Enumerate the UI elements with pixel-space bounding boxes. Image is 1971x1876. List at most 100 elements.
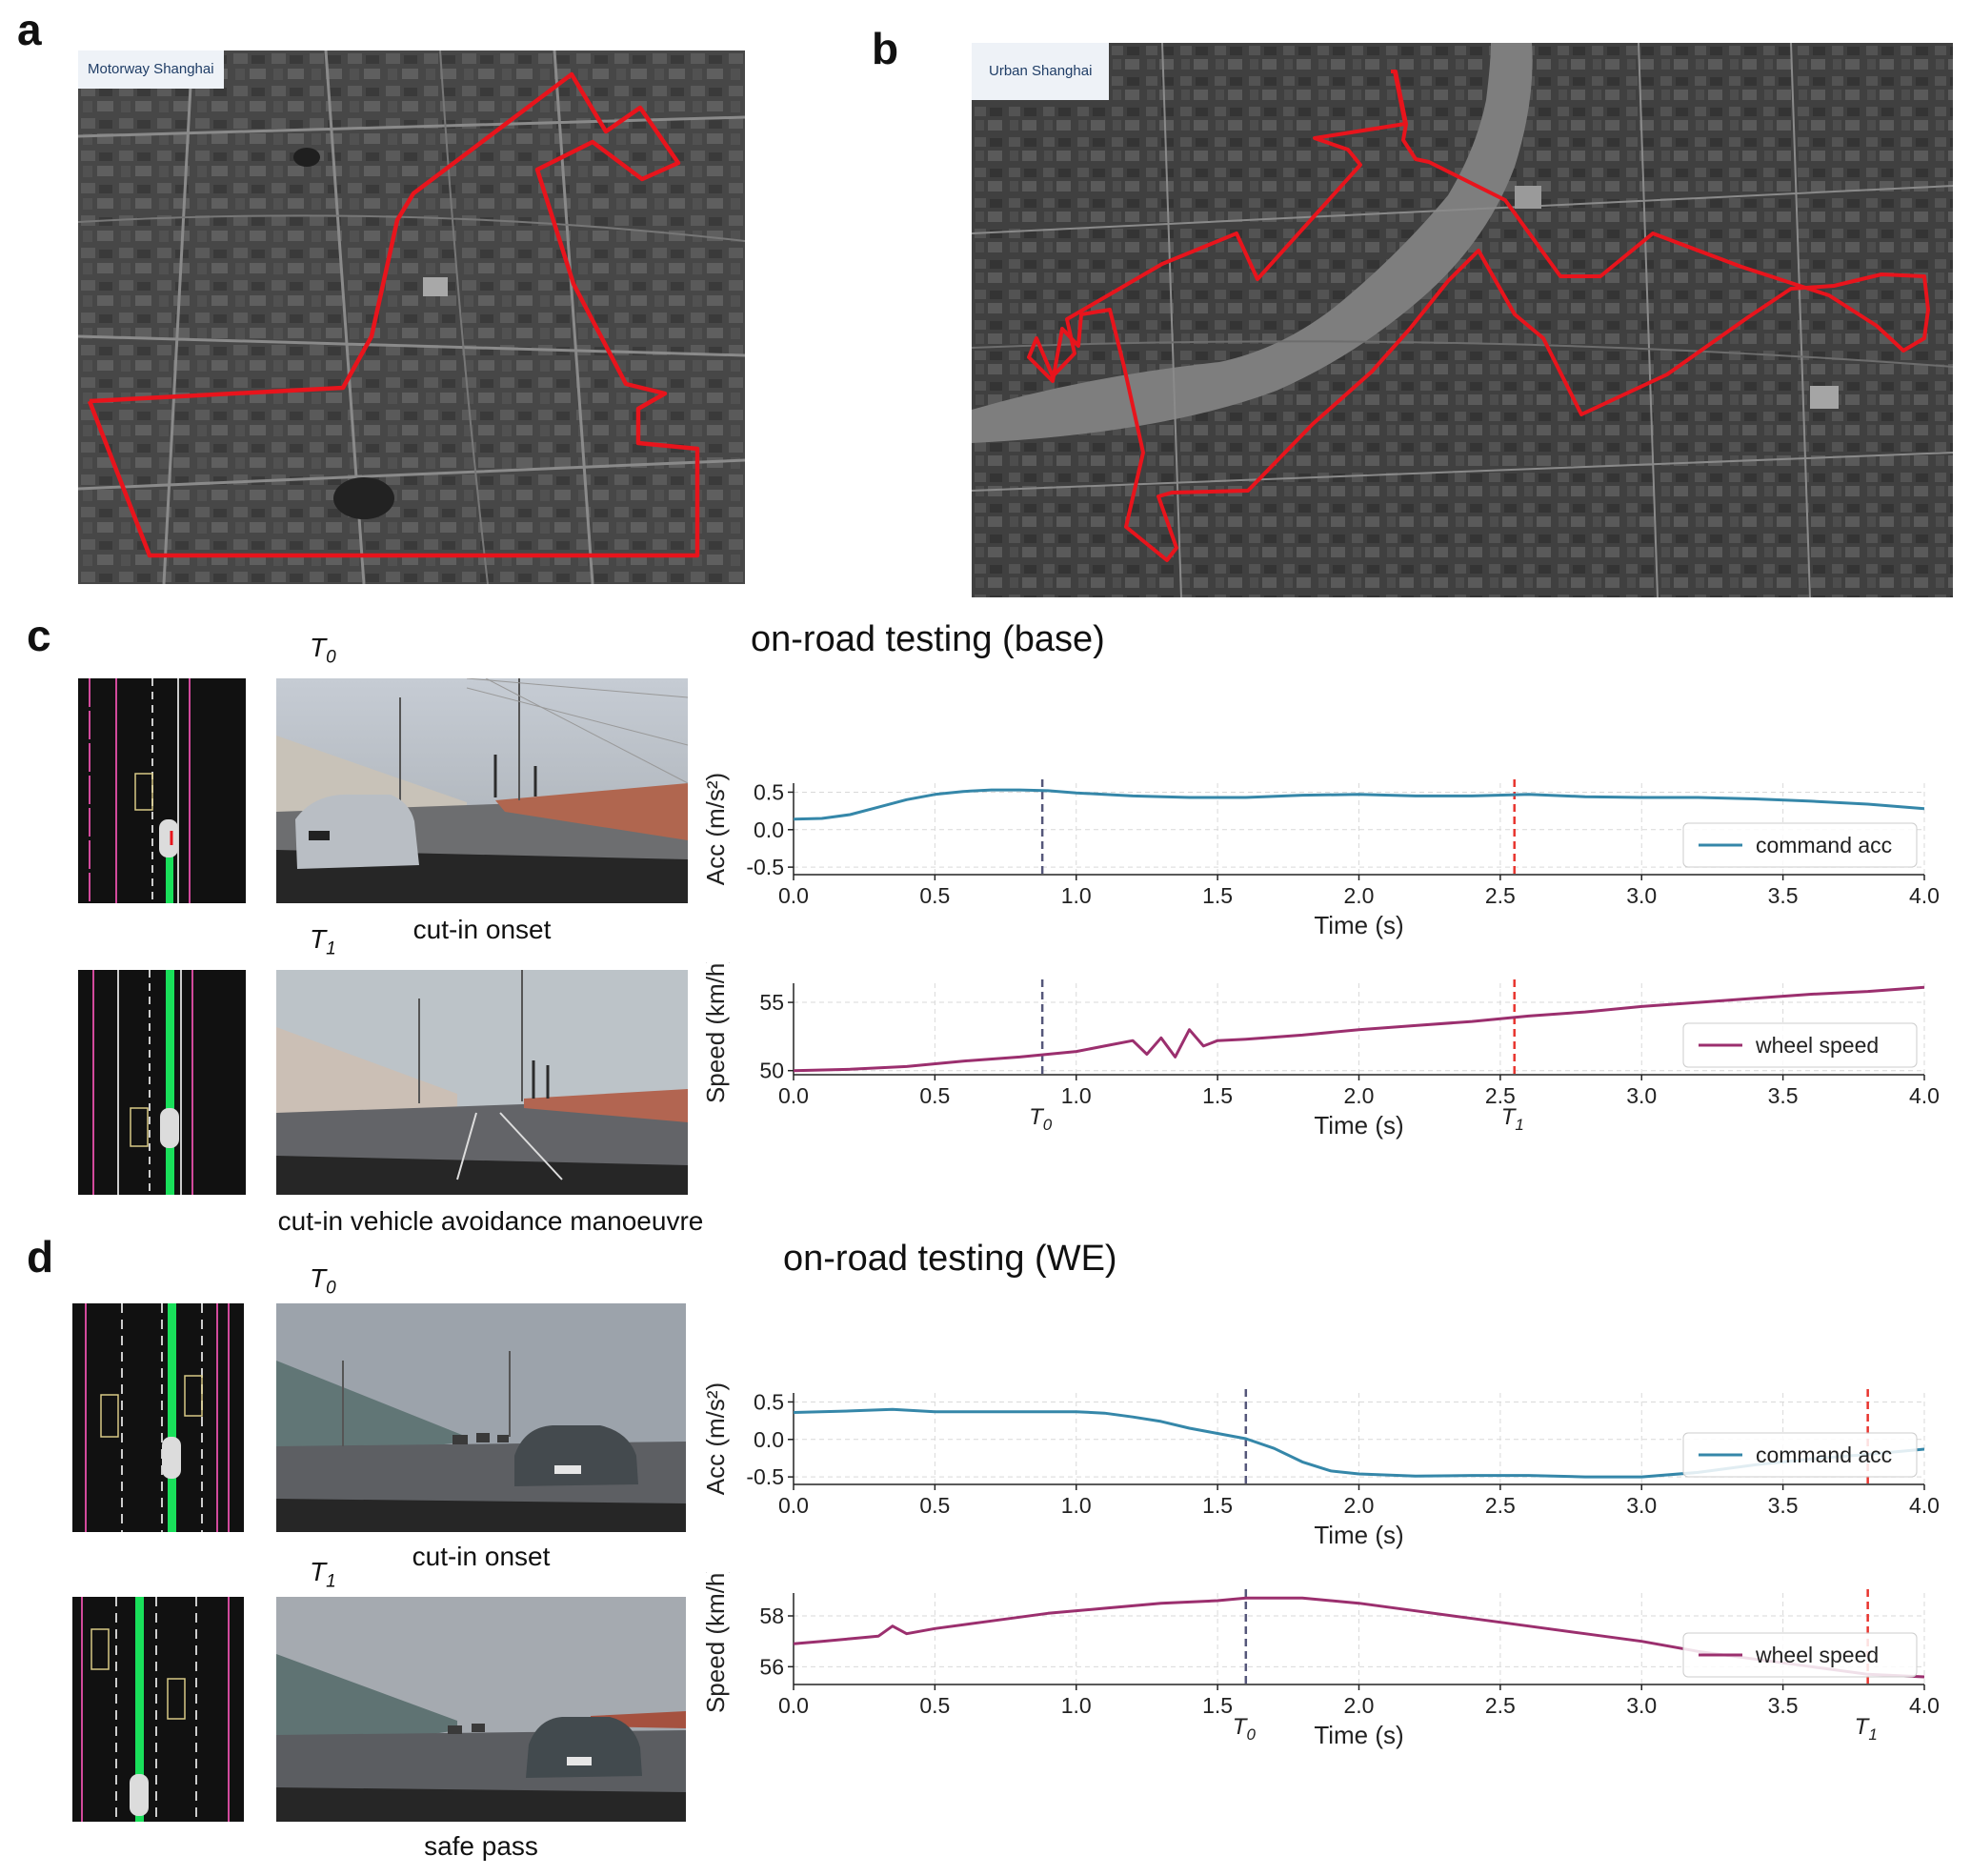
x-tick-label: 0.5 (919, 1083, 950, 1108)
x-tick-label: 2.0 (1344, 1693, 1375, 1718)
panel-label-b: b (872, 24, 899, 73)
legend-label: command acc (1756, 833, 1892, 857)
legend-box (1682, 1432, 1918, 1478)
x-tick-label: 4.0 (1909, 883, 1940, 908)
t0-marker-d: T0 (310, 1263, 336, 1299)
map-label-motorway: Motorway Shanghai (78, 50, 224, 89)
x-tick-label: 4.0 (1909, 1083, 1940, 1108)
x-tick-label: 2.0 (1344, 1493, 1375, 1518)
car-icon (162, 1437, 181, 1479)
series-line-wheel-speed (793, 985, 1925, 1073)
time-marker-label-t0: T0 (1029, 1104, 1053, 1134)
chart-wheel-speed-we: 0.0 0.5 1.0 1.5 2.0 2.5 3.0 3.5 4.0 58 56 Time (s) S… (701, 1572, 1940, 1749)
y-tick-label: -0.5 (746, 855, 784, 879)
chart-command-acc-we: 0.0 0.5 1.0 1.5 2.0 2.5 3.0 3.5 4.0 0.5 0.0 -0.5 Tim… (701, 1382, 1940, 1549)
x-tick-label: 0.5 (919, 1693, 950, 1718)
y-tick-label: 0.0 (754, 1427, 784, 1452)
caption-c-t0: cut-in onset (412, 915, 552, 944)
caption-c-t1: cut-in vehicle avoidance manoeuvre (277, 1206, 704, 1236)
y-tick-label: -0.5 (746, 1464, 784, 1489)
x-tick-label: 1.0 (1061, 1493, 1092, 1518)
route-motorway (87, 71, 700, 558)
bev-view-d-t1 (72, 1597, 244, 1822)
bev-view-c-t1 (78, 970, 246, 1195)
x-tick-label: 3.5 (1768, 1693, 1799, 1718)
x-tick-label: 0.0 (778, 1693, 809, 1718)
time-marker-label-t1: T1 (1501, 1104, 1524, 1134)
map-urban-shanghai: Urban Shanghai (972, 43, 1953, 597)
x-tick-label: 0.0 (778, 1083, 809, 1108)
x-tick-label: 3.0 (1626, 883, 1657, 908)
y-tick-label: 50 (759, 1059, 784, 1083)
series-line-command-acc (793, 788, 1925, 821)
y-tick-label: 55 (759, 990, 784, 1015)
camera-view-d-t0 (276, 1303, 686, 1532)
x-tick-label: 1.0 (1061, 883, 1092, 908)
x-tick-label: 0.0 (778, 1493, 809, 1518)
x-tick-label: 2.5 (1485, 1493, 1516, 1518)
t0-marker-c: T0 (310, 633, 336, 668)
x-tick-label: 2.0 (1344, 1083, 1375, 1108)
legend-box (1682, 1022, 1918, 1068)
y-tick-label: 58 (759, 1604, 784, 1628)
x-tick-label: 1.5 (1202, 883, 1233, 908)
x-tick-label: 3.5 (1768, 883, 1799, 908)
camera-view-d-t1 (276, 1597, 686, 1822)
satellite-map-motorway (78, 50, 745, 584)
camera-view-c-t1 (276, 970, 688, 1195)
x-tick-label: 3.0 (1626, 1693, 1657, 1718)
bev-view-d-t0 (72, 1303, 244, 1532)
y-tick-label: 0.5 (754, 1389, 784, 1414)
map-label-urban: Urban Shanghai (972, 43, 1110, 100)
x-tick-label: 3.5 (1768, 1493, 1799, 1518)
bev-view-c-t0 (78, 678, 246, 903)
legend-label: command acc (1756, 1442, 1892, 1467)
vehicle-box-icon (134, 773, 153, 811)
x-axis-label: Time (s) (1314, 911, 1403, 939)
y-axis-label: Acc (m/s²) (701, 1382, 730, 1495)
y-axis-label: Speed (km/h) (701, 1572, 730, 1713)
y-tick-label: 0.0 (754, 817, 784, 842)
panel-label-d: d (27, 1232, 54, 1281)
legend-box (1682, 822, 1918, 868)
x-tick-label: 0.0 (778, 883, 809, 908)
caption-d-t1: safe pass (424, 1831, 538, 1861)
x-tick-label: 0.5 (919, 1493, 950, 1518)
caption-d-t0: cut-in onset (412, 1542, 551, 1571)
x-tick-label: 1.0 (1061, 1693, 1092, 1718)
time-marker-label-t0: T0 (1233, 1714, 1257, 1744)
x-tick-label: 0.5 (919, 883, 950, 908)
satellite-map-urban (972, 43, 1953, 597)
x-tick-label: 2.0 (1344, 883, 1375, 908)
vehicle-box-icon (167, 1678, 186, 1720)
y-axis-label: Speed (km/h) (701, 962, 730, 1103)
legend-box (1682, 1632, 1918, 1678)
vehicle-box-icon (91, 1628, 110, 1670)
car-icon (160, 1108, 179, 1148)
x-tick-label: 2.5 (1485, 1693, 1516, 1718)
t1-marker-d: T1 (310, 1557, 336, 1592)
x-tick-label: 1.5 (1202, 1693, 1233, 1718)
chart-command-acc-base: 0.0 0.5 1.0 1.5 2.0 2.5 3.0 3.5 4.0 0.5 0.0 -0.5 Tim… (701, 773, 1940, 939)
x-tick-label: 1.5 (1202, 1493, 1233, 1518)
vehicle-box-icon (100, 1394, 119, 1438)
x-tick-label: 3.0 (1626, 1083, 1657, 1108)
x-tick-label: 4.0 (1909, 1493, 1940, 1518)
x-tick-label: 1.0 (1061, 1083, 1092, 1108)
panel-label-c: c (27, 611, 51, 660)
series-line-wheel-speed (793, 1596, 1925, 1679)
x-tick-label: 3.5 (1768, 1083, 1799, 1108)
y-axis-label: Acc (m/s²) (701, 773, 730, 885)
vehicle-box-icon (130, 1107, 149, 1147)
t1-marker-c: T1 (310, 924, 336, 959)
legend-label: wheel speed (1755, 1643, 1879, 1667)
panel-label-a: a (17, 5, 42, 54)
x-axis-label: Time (s) (1314, 1111, 1403, 1140)
car-icon (130, 1774, 149, 1816)
y-tick-label: 56 (759, 1654, 784, 1679)
x-tick-label: 2.5 (1485, 1083, 1516, 1108)
chart-title-base: on-road testing (base) (751, 619, 1105, 659)
camera-view-c-t0 (276, 678, 688, 903)
vehicle-box-icon (184, 1375, 203, 1417)
river-huangpu (972, 43, 1533, 443)
